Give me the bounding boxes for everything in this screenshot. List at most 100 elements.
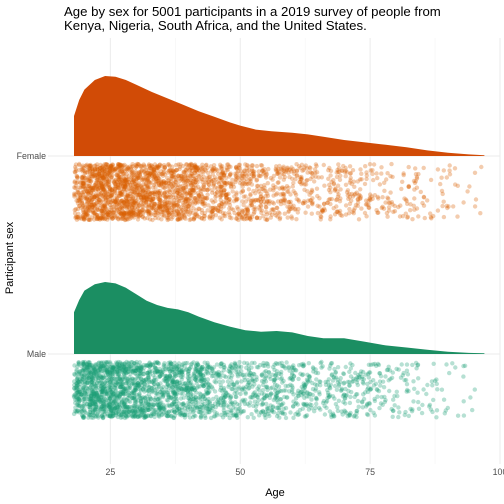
data-point bbox=[309, 211, 314, 216]
data-point bbox=[129, 210, 134, 215]
data-point bbox=[428, 407, 434, 412]
data-point bbox=[138, 172, 143, 177]
data-point bbox=[332, 396, 337, 401]
data-point bbox=[212, 168, 217, 174]
data-point bbox=[335, 209, 340, 215]
data-point bbox=[223, 192, 228, 198]
data-point bbox=[228, 181, 233, 187]
data-point bbox=[84, 200, 90, 205]
data-point bbox=[119, 198, 124, 203]
data-point bbox=[233, 406, 238, 411]
data-point bbox=[412, 386, 417, 391]
data-point bbox=[135, 212, 141, 217]
data-point bbox=[75, 179, 81, 185]
data-point bbox=[348, 175, 353, 181]
data-point bbox=[325, 200, 330, 205]
data-point bbox=[73, 206, 79, 212]
data-point bbox=[129, 177, 134, 182]
data-point bbox=[214, 394, 219, 400]
data-point bbox=[89, 178, 94, 183]
data-point bbox=[264, 198, 270, 203]
data-point bbox=[95, 167, 101, 172]
data-point bbox=[222, 188, 227, 193]
data-point bbox=[89, 166, 95, 171]
data-point bbox=[221, 213, 226, 218]
data-point bbox=[86, 207, 92, 213]
data-point bbox=[154, 179, 160, 184]
data-point bbox=[149, 205, 154, 210]
data-point bbox=[149, 198, 154, 203]
data-point bbox=[321, 206, 327, 211]
data-point bbox=[222, 187, 227, 193]
data-point bbox=[91, 195, 97, 200]
data-point bbox=[220, 192, 225, 198]
data-point bbox=[154, 176, 159, 181]
data-point bbox=[114, 214, 119, 219]
data-point bbox=[159, 217, 164, 222]
data-point bbox=[99, 208, 104, 214]
data-point bbox=[148, 414, 154, 419]
data-point bbox=[116, 175, 121, 180]
points-male bbox=[71, 359, 477, 421]
data-point bbox=[109, 176, 114, 181]
data-point bbox=[335, 380, 340, 385]
data-point bbox=[100, 193, 105, 198]
data-point bbox=[202, 210, 207, 216]
data-point bbox=[179, 184, 185, 189]
data-point bbox=[286, 199, 291, 205]
data-point bbox=[408, 202, 413, 207]
data-point bbox=[122, 217, 128, 223]
data-point bbox=[101, 187, 106, 192]
data-point bbox=[302, 395, 307, 400]
data-point bbox=[151, 190, 157, 195]
data-point bbox=[234, 216, 240, 221]
data-point bbox=[188, 180, 193, 185]
data-point bbox=[232, 194, 237, 199]
data-point bbox=[300, 180, 305, 186]
data-point bbox=[171, 168, 176, 174]
data-point bbox=[365, 381, 370, 387]
data-point bbox=[187, 191, 192, 196]
data-point bbox=[176, 174, 181, 179]
data-point bbox=[114, 205, 119, 210]
data-point bbox=[366, 385, 371, 391]
data-point bbox=[239, 399, 244, 404]
data-point bbox=[305, 204, 311, 209]
data-point bbox=[108, 163, 114, 169]
data-point bbox=[350, 168, 356, 173]
data-point bbox=[137, 192, 142, 198]
data-point bbox=[92, 163, 97, 169]
data-point bbox=[156, 176, 162, 181]
data-point bbox=[97, 197, 102, 202]
data-point bbox=[231, 184, 237, 190]
data-point bbox=[327, 165, 332, 171]
data-point bbox=[109, 193, 114, 198]
data-point bbox=[99, 216, 104, 221]
data-point bbox=[156, 165, 161, 170]
data-point bbox=[133, 165, 138, 170]
data-point bbox=[146, 163, 152, 168]
data-point bbox=[310, 380, 315, 386]
data-point bbox=[129, 215, 134, 220]
data-point bbox=[87, 163, 92, 169]
data-point bbox=[211, 183, 216, 188]
data-point bbox=[391, 397, 396, 402]
data-point bbox=[216, 203, 222, 208]
data-point bbox=[288, 202, 293, 207]
data-point bbox=[274, 405, 279, 410]
data-point bbox=[84, 184, 90, 189]
data-point bbox=[396, 414, 401, 420]
data-point bbox=[378, 374, 384, 379]
data-point bbox=[373, 381, 379, 386]
data-point bbox=[349, 198, 354, 203]
data-point bbox=[124, 178, 129, 183]
data-point bbox=[100, 212, 105, 217]
data-point bbox=[251, 391, 256, 396]
data-point bbox=[166, 181, 171, 186]
data-point bbox=[150, 196, 156, 201]
data-point bbox=[301, 167, 306, 172]
data-point bbox=[110, 212, 116, 218]
data-point bbox=[221, 199, 226, 205]
data-point bbox=[136, 162, 141, 167]
data-point bbox=[229, 206, 234, 211]
